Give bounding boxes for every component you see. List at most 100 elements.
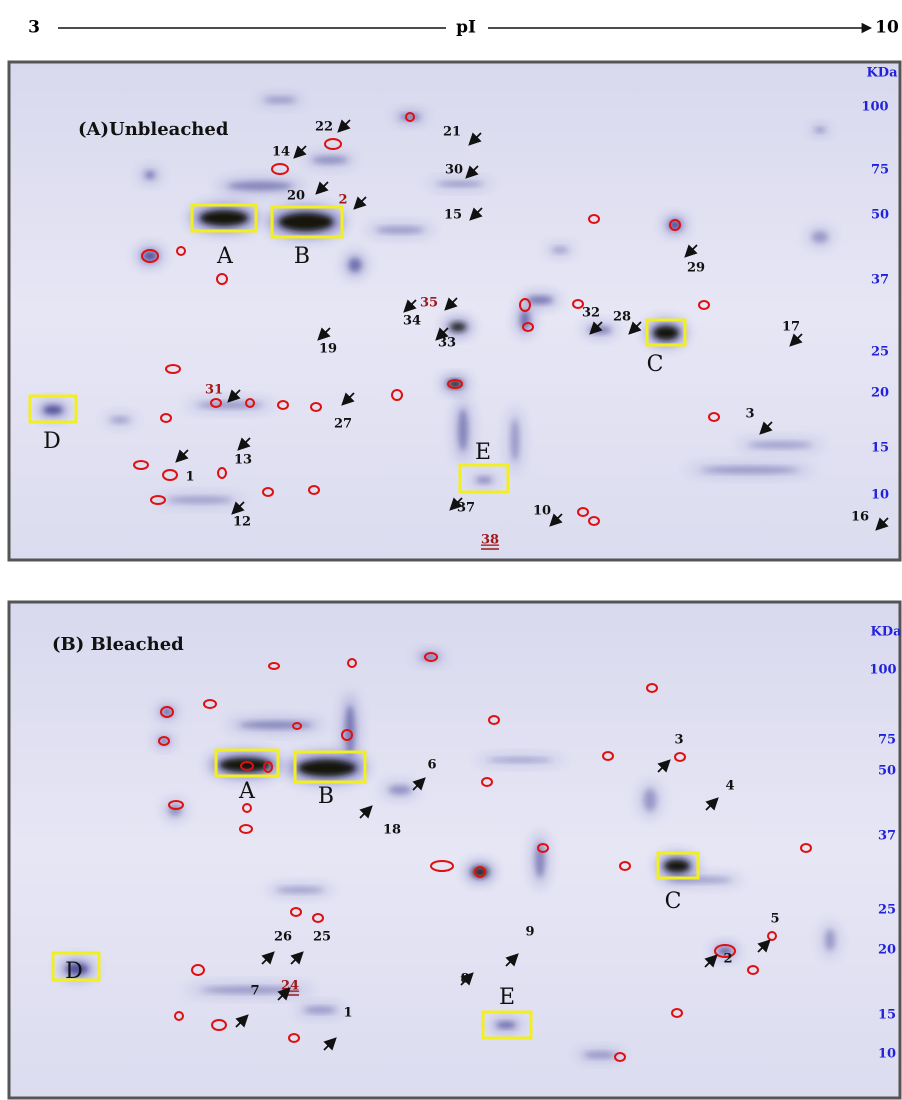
spot-number: 6 [427,758,436,773]
protein-spot-core [376,227,424,233]
spot-number: 16 [851,510,869,525]
mw-unit: KDa [867,66,899,81]
spot-number: 12 [233,515,251,530]
box-label: C [665,889,682,914]
box-label: A [216,244,234,269]
spot-number: 3 [745,407,754,422]
spot-number: 24 [281,979,299,994]
spot-number: 35 [420,296,438,311]
figure: 3 pI 10 ABCDE(A)UnbleachedKDa10075503725… [0,0,902,1100]
protein-spot-core [168,497,232,503]
mw-label: 50 [871,208,889,223]
protein-spot-core [228,182,292,190]
spot-number: 5 [770,912,779,927]
mw-label: 75 [871,163,889,178]
box-label: E [499,985,515,1010]
protein-spot-core [644,789,657,811]
mw-label: 75 [878,733,896,748]
spot-number: 18 [383,823,401,838]
spot-number: 28 [613,310,631,325]
mw-label: 15 [878,1008,896,1023]
protein-spot-core [488,758,552,762]
spot-number: 9 [525,925,534,940]
box-label: C [647,352,664,377]
panel-title: (B) Bleached [52,634,184,655]
protein-spot-core [162,709,172,716]
protein-spot-core [200,210,248,225]
box-label: D [43,429,61,454]
mw-label: 10 [878,1047,896,1062]
protein-spot-core [664,860,690,873]
protein-spot-core [552,247,568,253]
spot-number: 17 [782,320,800,335]
protein-spot-core [520,310,530,330]
mw-label: 37 [871,273,889,288]
protein-spot-core [279,213,333,231]
spot-number: 2 [723,952,732,967]
panel-title: (A)Unbleached [78,119,229,140]
mw-label: 50 [878,764,896,779]
protein-spot-core [812,231,828,242]
protein-spot-core [400,114,419,120]
box-label: E [475,440,491,465]
protein-spot-core [584,1052,616,1058]
mw-label: 20 [871,386,889,401]
box-label: D [65,959,83,984]
protein-spot-core [43,406,62,414]
spot-number: 3 [674,733,683,748]
protein-spot-core [143,251,157,261]
box-label: B [318,784,334,809]
spot-number: 26 [274,930,292,945]
protein-spot-core [535,843,545,878]
spot-number: 19 [319,342,337,357]
pi-end: 10 [875,18,899,38]
protein-spot-core [389,786,411,794]
spot-number: 25 [313,930,331,945]
pi-label: pI [456,18,476,38]
protein-spot-core [145,172,155,179]
protein-spot-core [527,297,553,304]
mw-label: 25 [878,903,896,918]
spot-number: 15 [444,208,462,223]
protein-spot-core [264,97,296,103]
spot-number: 37 [457,501,475,516]
protein-spot-core [458,409,468,451]
mw-label: 25 [871,345,889,360]
protein-spot-core [825,930,835,951]
spot-number: 30 [445,163,463,178]
protein-spot-core [702,467,798,473]
spot-number: 21 [443,125,461,140]
protein-spot-core [438,182,483,186]
protein-spot-core [169,804,182,815]
spot-number: 4 [725,779,734,794]
spot-number: 7 [250,984,259,999]
box-label: B [294,244,310,269]
protein-spot-core [110,417,129,423]
spot-number: 1 [185,470,194,485]
mw-unit: KDa [871,625,902,640]
protein-spot-core [496,1022,515,1028]
protein-spot-core [304,1007,336,1013]
protein-spot-core [349,258,362,272]
gel-b [9,602,900,1098]
spot-number: 38 [481,533,499,548]
spot-number: 34 [403,314,421,329]
protein-spot-core [476,477,492,483]
mw-label: 10 [871,488,889,503]
spot-number: 27 [334,417,352,432]
mw-label: 20 [878,943,896,958]
protein-spot-core [160,738,168,744]
spot-number: 33 [438,336,456,351]
mw-label: 15 [871,441,889,456]
spot-number: 2 [338,193,347,208]
spot-number: 31 [205,383,223,398]
protein-spot-core [748,442,812,448]
box-label: A [238,779,256,804]
spot-number: 13 [234,453,252,468]
protein-spot-core [450,323,466,331]
protein-spot-core [276,887,324,893]
protein-spot-core [815,128,825,132]
spot-number: 22 [315,120,333,135]
spot-number: 20 [287,189,305,204]
pi-start: 3 [28,18,40,38]
